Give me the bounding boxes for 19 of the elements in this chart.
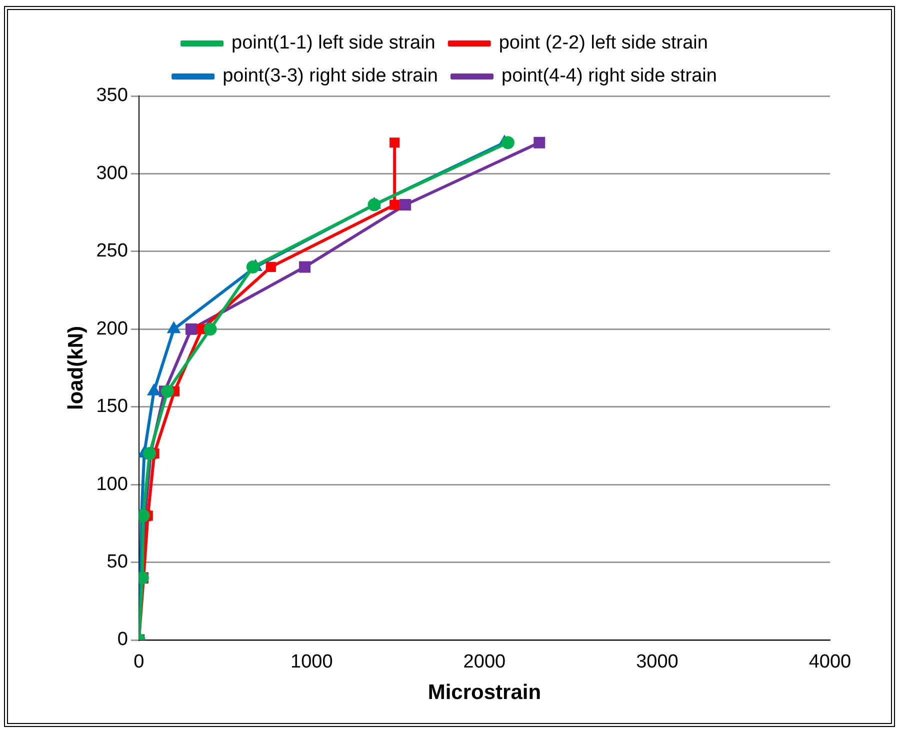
y-axis-title: load(kN) bbox=[64, 326, 88, 410]
x-axis-title: Microstrain bbox=[428, 681, 542, 704]
y-tick-label: 100 bbox=[96, 474, 128, 495]
y-tick-label: 50 bbox=[106, 552, 128, 573]
x-tick-label: 0 bbox=[134, 652, 144, 673]
legend-label: point(3-3) right side strain bbox=[222, 66, 438, 87]
x-tick-label: 4000 bbox=[808, 652, 852, 673]
x-tick-label: 2000 bbox=[463, 652, 506, 673]
y-tick-label: 150 bbox=[96, 396, 128, 418]
y-tick-label: 0 bbox=[117, 629, 128, 650]
x-tick-label: 3000 bbox=[636, 652, 678, 673]
legend-label: point(4-4) right side strain bbox=[502, 66, 717, 87]
x-tick-label: 1000 bbox=[290, 652, 333, 673]
y-tick-label: 250 bbox=[96, 240, 128, 262]
legend-label: point (2-2) left side strain bbox=[498, 32, 708, 54]
y-tick-label: 200 bbox=[96, 318, 128, 340]
y-tick-label: 350 bbox=[96, 85, 128, 106]
legend-label: point(1-1) left side strain bbox=[232, 32, 436, 54]
y-tick-label: 300 bbox=[96, 162, 128, 184]
